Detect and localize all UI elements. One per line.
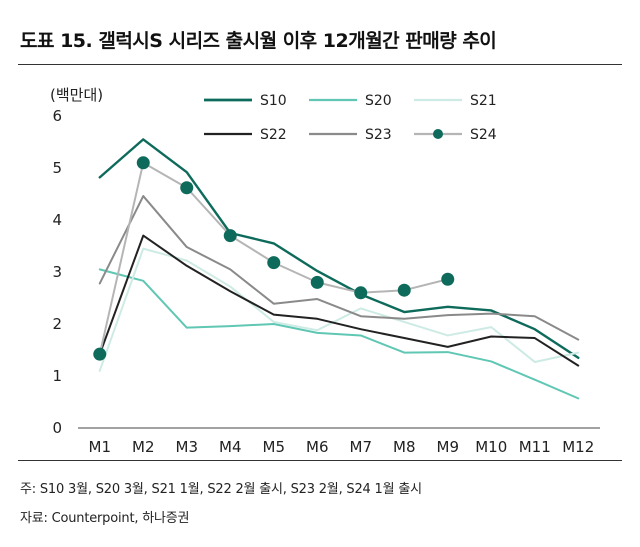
series-line-s21 [98,247,580,372]
legend-label-s24: S24 [470,127,497,143]
title-divider [18,64,622,65]
series-point-s24 [93,347,107,361]
y-tick-label: 4 [52,211,62,229]
legend-label-s23: S23 [365,127,392,143]
series-point-s24 [310,275,324,289]
series-line-s22 [98,234,580,367]
y-tick-label: 1 [52,367,62,385]
x-tick-label: M2 [132,438,155,456]
x-tick-label: M3 [176,438,199,456]
y-tick-label: 0 [52,419,62,437]
series-point-s24 [441,272,455,286]
series-point-s24 [180,181,194,195]
legend-label-s22: S22 [260,127,287,143]
y-tick-label: 5 [52,159,62,177]
legend-label-s21: S21 [470,93,497,109]
x-tick-label: M10 [475,438,507,456]
x-tick-label: M9 [437,438,460,456]
legend-marker-s24 [433,129,443,139]
x-tick-label: M8 [393,438,416,456]
x-tick-label: M12 [562,438,594,456]
series-point-s24 [397,283,411,297]
x-tick-label: M7 [350,438,373,456]
y-unit-label: (백만대) [50,86,103,104]
x-tick-label: M4 [219,438,242,456]
chart-title: 도표 15. 갤럭시S 시리즈 출시월 이후 12개월간 판매량 추이 [20,30,497,52]
legend-label-s10: S10 [260,93,287,109]
x-tick-label: M11 [519,438,551,456]
series-line-s23 [98,195,580,341]
notes-divider [18,460,622,461]
series-point-s24 [354,286,368,300]
x-tick-label: M5 [263,438,286,456]
y-tick-label: 2 [52,315,62,333]
series-point-s24 [136,156,150,170]
y-tick-label: 3 [52,263,62,281]
x-tick-label: M6 [306,438,329,456]
series-line-s20 [98,268,580,400]
series-point-s24 [223,229,237,243]
series-point-s24 [267,256,281,270]
series-line-s10 [98,138,580,359]
legend-label-s20: S20 [365,93,392,109]
source-note: 자료: Counterpoint, 하나증권 [20,511,190,526]
y-tick-label: 6 [52,107,62,125]
x-tick-label: M1 [89,438,112,456]
footnote: 주: S10 3월, S20 3월, S21 1월, S22 2월 출시, S2… [20,482,422,497]
